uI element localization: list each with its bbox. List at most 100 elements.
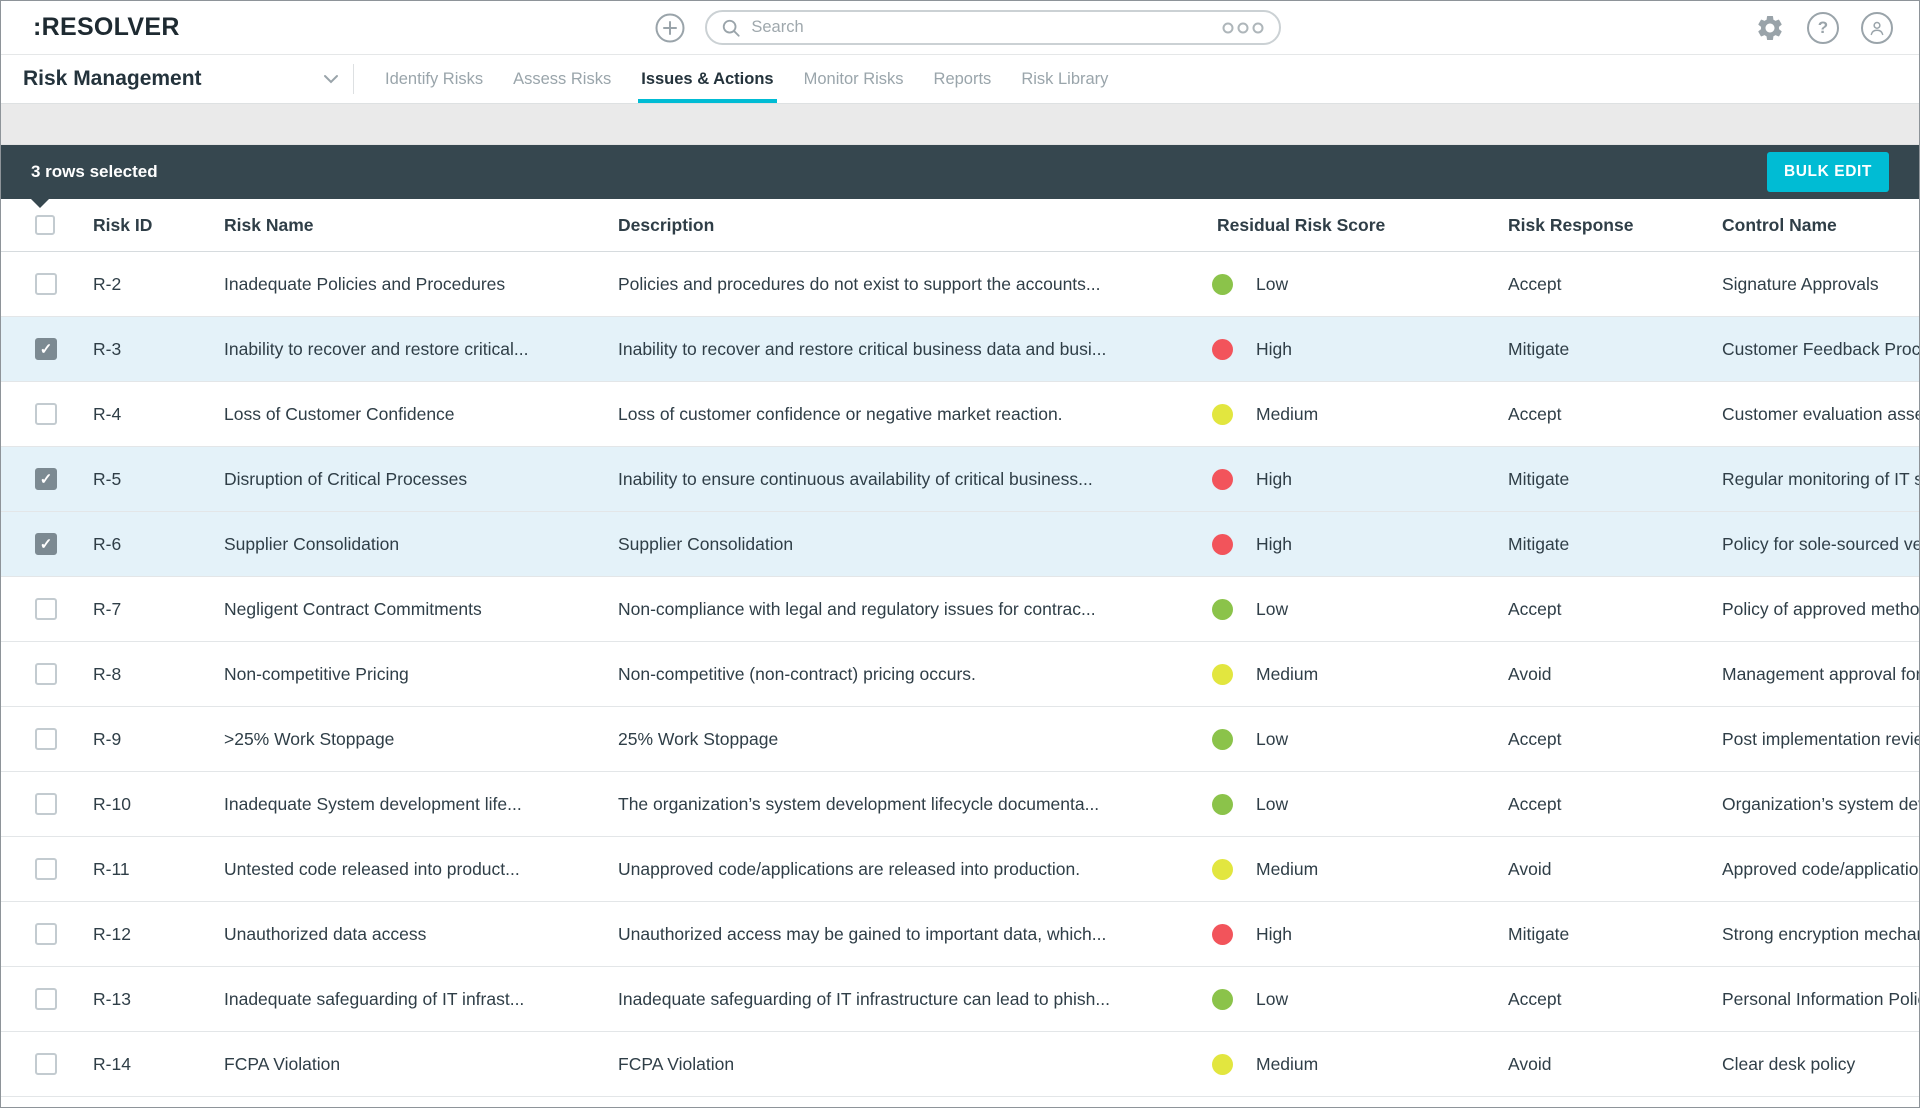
- selection-count-text: 3 rows selected: [31, 162, 158, 181]
- cell-residual-risk-score: High: [1201, 338, 1508, 360]
- table-row[interactable]: ✓ R-7 Negligent Contract Commitments Non…: [1, 577, 1919, 642]
- check-icon: ✓: [39, 470, 53, 488]
- row-checkbox[interactable]: ✓: [35, 1053, 57, 1075]
- select-all-checkbox[interactable]: ✓: [35, 215, 55, 235]
- help-button[interactable]: ?: [1807, 11, 1839, 44]
- cell-risk-id: R-8: [93, 663, 122, 684]
- column-header-residual-risk-score: Residual Risk Score: [1217, 214, 1386, 235]
- cell-risk-response: Accept: [1508, 598, 1562, 619]
- resolver-logo: :RESOLVER: [33, 13, 180, 41]
- cell-risk-name: Inadequate safeguarding of IT infrast...: [224, 988, 525, 1009]
- bulk-edit-button[interactable]: BULK EDIT: [1766, 152, 1889, 192]
- table-row[interactable]: ✓ R-11 Untested code released into produ…: [1, 837, 1919, 902]
- cell-control-name: Management approval for: [1722, 663, 1919, 684]
- cell-risk-response: Avoid: [1508, 858, 1552, 879]
- top-bar-actions: ?: [1755, 11, 1893, 44]
- tab-issues-actions[interactable]: Issues & Actions: [626, 55, 788, 103]
- table-body: ✓ R-2 Inadequate Policies and Procedures…: [1, 252, 1919, 1107]
- user-icon: [1870, 21, 1884, 35]
- risk-score-label: Low: [1256, 988, 1289, 1009]
- tab-monitor-risks[interactable]: Monitor Risks: [789, 55, 919, 103]
- cell-description: Non-competitive (non-contract) pricing o…: [618, 663, 976, 684]
- table-row[interactable]: ✓ R-5 Disruption of Critical Processes I…: [1, 447, 1919, 512]
- cell-risk-id: R-10: [93, 793, 131, 814]
- table-row[interactable]: ✓ R-14 FCPA Violation FCPA Violation Med…: [1, 1032, 1919, 1097]
- column-header-risk-id: Risk ID: [93, 214, 153, 235]
- plus-icon: [655, 13, 685, 42]
- risk-score-label: Medium: [1256, 1053, 1319, 1074]
- row-checkbox[interactable]: ✓: [35, 988, 57, 1010]
- cell-risk-response: Mitigate: [1508, 338, 1570, 359]
- table-row[interactable]: ✓ R-3 Inability to recover and restore c…: [1, 317, 1919, 382]
- cell-risk-name: Inability to recover and restore critica…: [224, 338, 529, 359]
- nav-tabs: Identify Risks Assess Risks Issues & Actio…: [370, 55, 1123, 103]
- user-menu-button[interactable]: [1861, 11, 1893, 44]
- risk-score-dot-icon: [1212, 728, 1233, 750]
- cell-residual-risk-score: Medium: [1201, 403, 1508, 425]
- table-row[interactable]: ✓ R-12 Unauthorized data access Unauthor…: [1, 902, 1919, 967]
- cell-residual-risk-score: Medium: [1201, 1053, 1508, 1075]
- settings-button[interactable]: [1755, 13, 1785, 43]
- cell-risk-response: Mitigate: [1508, 923, 1570, 944]
- row-checkbox[interactable]: ✓: [35, 338, 57, 360]
- risk-score-label: Medium: [1256, 403, 1319, 424]
- app-dropdown[interactable]: Risk Management: [23, 55, 353, 103]
- row-checkbox[interactable]: ✓: [35, 468, 57, 490]
- risk-score-dot-icon: [1212, 533, 1233, 555]
- risk-score-dot-icon: [1212, 858, 1233, 880]
- cell-risk-response: Accept: [1508, 403, 1562, 424]
- row-checkbox[interactable]: ✓: [35, 728, 57, 750]
- tab-label: Assess Risks: [513, 69, 612, 88]
- row-checkbox[interactable]: ✓: [35, 273, 57, 295]
- cell-risk-id: R-12: [93, 923, 131, 944]
- tab-risk-library[interactable]: Risk Library: [1006, 55, 1123, 103]
- search-input[interactable]: [751, 18, 1212, 37]
- add-button[interactable]: [653, 11, 687, 45]
- risk-score-dot-icon: [1212, 273, 1233, 295]
- cell-risk-id: R-7: [93, 598, 122, 619]
- table-row[interactable]: ✓ R-6 Supplier Consolidation Supplier Co…: [1, 512, 1919, 577]
- cell-description: Policies and procedures do not exist to …: [618, 273, 1101, 294]
- row-checkbox[interactable]: ✓: [35, 663, 57, 685]
- check-icon: ✓: [39, 340, 53, 358]
- cell-control-name: Policy of approved metho: [1722, 598, 1919, 619]
- table-row[interactable]: ✓ R-10 Inadequate System development lif…: [1, 772, 1919, 837]
- cell-description: Unapproved code/applications are release…: [618, 858, 1081, 879]
- cell-risk-response: Accept: [1508, 793, 1562, 814]
- row-checkbox[interactable]: ✓: [35, 923, 57, 945]
- tab-reports[interactable]: Reports: [919, 55, 1007, 103]
- cell-residual-risk-score: Low: [1201, 598, 1508, 620]
- table-row[interactable]: ✓ R-9 >25% Work Stoppage 25% Work Stoppa…: [1, 707, 1919, 772]
- row-checkbox[interactable]: ✓: [35, 793, 57, 815]
- tab-identify-risks[interactable]: Identify Risks: [370, 55, 498, 103]
- cell-description: Unauthorized access may be gained to imp…: [618, 923, 1107, 944]
- cell-control-name: Customer evaluation asses: [1722, 403, 1919, 424]
- table-row[interactable]: ✓ R-8 Non-competitive Pricing Non-compet…: [1, 642, 1919, 707]
- risk-score-dot-icon: [1212, 663, 1233, 685]
- cell-control-name: Post implementation revie: [1722, 728, 1919, 749]
- table-row[interactable]: ✓ R-4 Loss of Customer Confidence Loss o…: [1, 382, 1919, 447]
- row-checkbox[interactable]: ✓: [35, 858, 57, 880]
- search-options-icon[interactable]: [1221, 21, 1265, 35]
- selection-bar-notch: [31, 199, 49, 208]
- row-checkbox[interactable]: ✓: [35, 533, 57, 555]
- cell-risk-id: R-4: [93, 403, 122, 424]
- question-icon: ?: [1817, 17, 1829, 37]
- row-checkbox[interactable]: ✓: [35, 598, 57, 620]
- risk-score-label: High: [1256, 338, 1292, 359]
- cell-control-name: Personal Information Polic: [1722, 988, 1919, 1009]
- risks-table: ✓ Risk ID Risk Name Description Residual…: [1, 199, 1919, 1107]
- selection-bar: 3 rows selected BULK EDIT: [1, 145, 1919, 208]
- table-header-row: ✓ Risk ID Risk Name Description Residual…: [1, 199, 1919, 252]
- cell-risk-id: R-3: [93, 338, 122, 359]
- table-row[interactable]: ✓ R-2 Inadequate Policies and Procedures…: [1, 252, 1919, 317]
- cell-residual-risk-score: Low: [1201, 793, 1508, 815]
- cell-risk-name: FCPA Violation: [224, 1053, 341, 1074]
- risk-score-label: Low: [1256, 273, 1289, 294]
- risk-score-dot-icon: [1212, 598, 1233, 620]
- table-row[interactable]: ✓ R-13 Inadequate safeguarding of IT inf…: [1, 967, 1919, 1032]
- row-checkbox[interactable]: ✓: [35, 403, 57, 425]
- search-bar[interactable]: [705, 10, 1282, 45]
- cell-risk-response: Accept: [1508, 273, 1562, 294]
- tab-assess-risks[interactable]: Assess Risks: [498, 55, 626, 103]
